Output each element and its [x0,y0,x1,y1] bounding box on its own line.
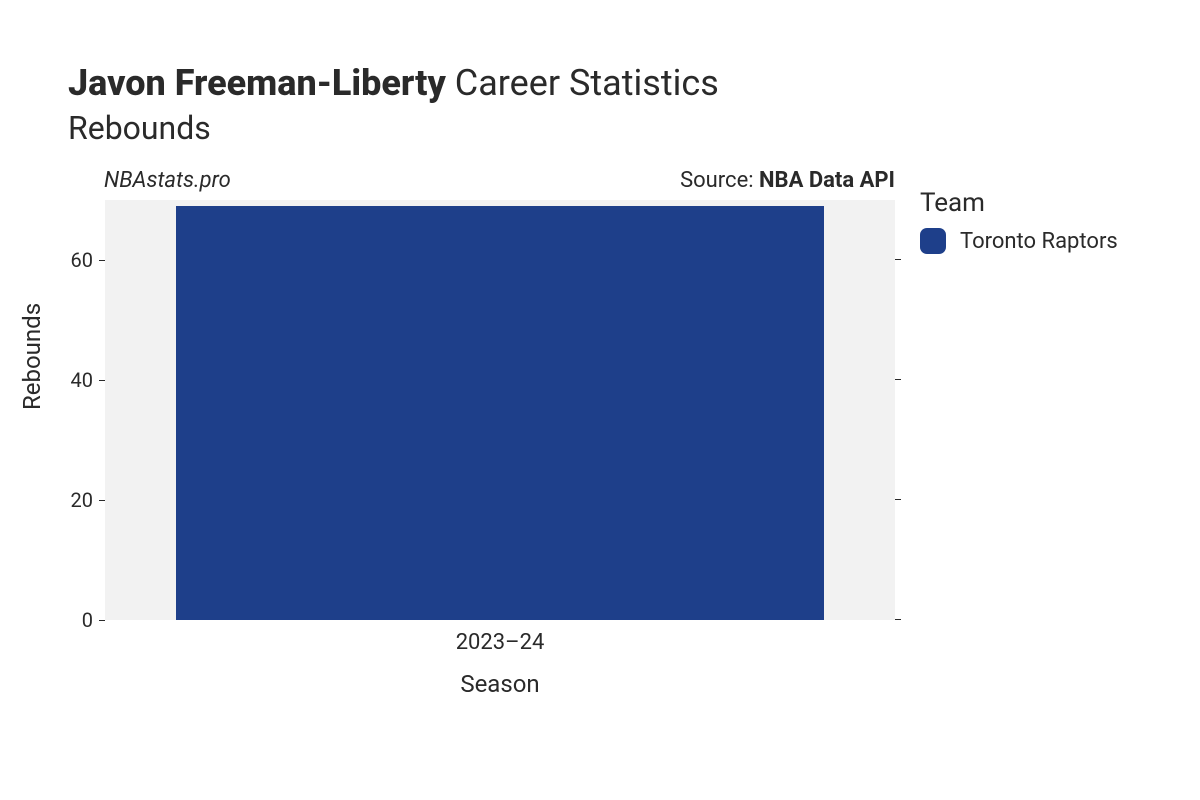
legend: Team Toronto Raptors [920,188,1118,254]
y-axis-label: Rebounds [18,303,46,410]
y-tick-label: 0 [63,608,93,632]
legend-label: Toronto Raptors [960,229,1118,254]
y-tick-mark-right [895,379,901,380]
y-tick-mark-right [895,499,901,500]
bar [176,206,824,620]
y-tick: 40 [63,368,105,392]
chart-subtitle: Rebounds [68,109,719,147]
source-prefix: Source: [680,168,759,193]
watermark: NBAstats.pro [104,168,231,193]
y-tick: 20 [63,488,105,512]
title-suffix: Career Statistics [455,62,719,104]
chart-container: Javon Freeman-Liberty Career Statistics … [0,0,1200,800]
plot-area: 0204060 [105,200,895,620]
x-tick-label: 2023–24 [456,630,545,655]
y-tick: 0 [63,608,105,632]
title-player: Javon Freeman-Liberty [68,62,446,104]
y-tick-label: 40 [63,368,93,392]
y-tick: 60 [63,248,105,272]
y-tick-mark-right [895,619,901,620]
y-tick-label: 60 [63,248,93,272]
source-name: NBA Data API [759,168,895,193]
y-tick-mark [99,260,105,261]
legend-swatch [920,228,946,254]
source-attribution: Source: NBA Data API [680,168,895,193]
y-tick-mark [99,380,105,381]
y-tick-mark [99,620,105,621]
legend-title: Team [920,188,1118,218]
chart-title: Javon Freeman-Liberty Career Statistics [68,62,719,105]
legend-item: Toronto Raptors [920,228,1118,254]
y-tick-mark [99,500,105,501]
title-block: Javon Freeman-Liberty Career Statistics … [68,62,719,147]
x-axis-label: Season [460,670,539,698]
y-tick-mark-right [895,259,901,260]
y-tick-label: 20 [63,488,93,512]
